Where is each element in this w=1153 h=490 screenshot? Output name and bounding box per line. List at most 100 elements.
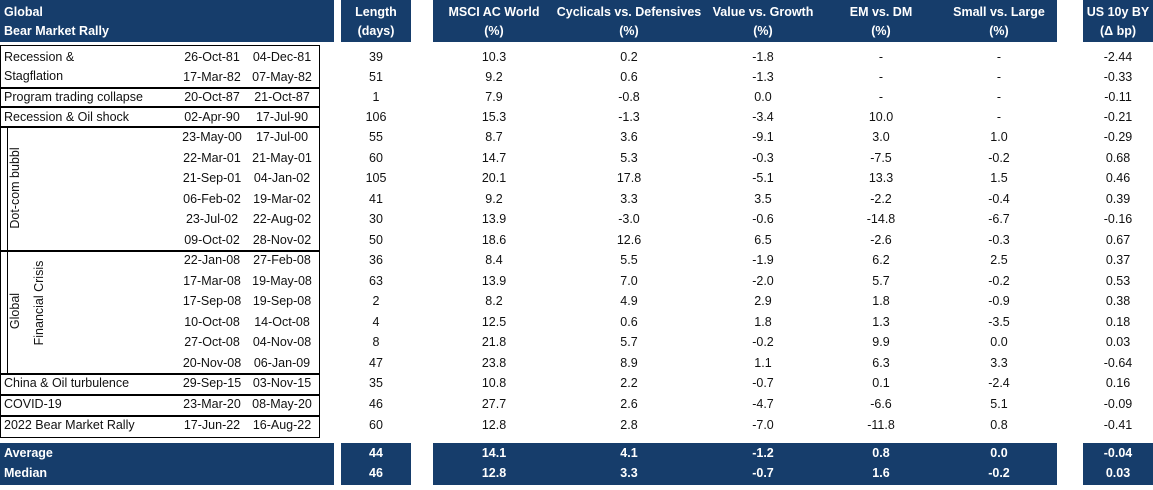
summary-length-band — [341, 443, 411, 485]
cell-val: 0.0 — [754, 90, 772, 104]
cell-cyc: 4.9 — [620, 294, 638, 308]
cell-small: 0.0 — [990, 335, 1008, 349]
cell-length: 41 — [369, 192, 383, 206]
cell-acwi: 8.7 — [485, 130, 503, 144]
summary-cell-em: 0.8 — [872, 446, 890, 460]
cell-cyc: 0.6 — [620, 315, 638, 329]
cell-bond: -0.09 — [1103, 397, 1133, 411]
cell-cyc: -0.8 — [618, 90, 640, 104]
cell-length: 106 — [365, 110, 387, 124]
summary-cell-small: 0.0 — [990, 446, 1008, 460]
cell-end: 27-Feb-08 — [253, 253, 311, 267]
divider-after-dotcom — [0, 250, 320, 252]
cell-bond: 0.68 — [1105, 151, 1131, 165]
cell-em: 10.0 — [868, 110, 894, 124]
cell-small: 2.5 — [990, 253, 1008, 267]
cell-acwi: 23.8 — [481, 356, 507, 370]
cyclicals-header-line2: (%) — [619, 24, 639, 38]
header-metrics-block: MSCI AC World (%) Cyclicals vs. Defensiv… — [433, 0, 1057, 42]
summary-cell-acwi: 14.1 — [481, 446, 507, 460]
summary-label-band — [0, 443, 334, 485]
row-label: COVID-19 — [4, 397, 62, 411]
group-label-recession-stagflation-2: Stagflation — [4, 69, 64, 83]
summary-bond-band — [1083, 443, 1153, 485]
cell-end: 03-Nov-15 — [252, 376, 312, 390]
summary-cell-length: 46 — [369, 466, 383, 480]
cell-em: 1.8 — [872, 294, 890, 308]
cell-small: - — [996, 110, 1002, 124]
cell-start: 22-Mar-01 — [183, 151, 241, 165]
cell-start: 20-Oct-87 — [184, 90, 240, 104]
cell-start: 23-Jul-02 — [185, 212, 239, 226]
cell-em: 3.0 — [872, 130, 890, 144]
cell-end: 21-May-01 — [252, 151, 312, 165]
cell-small: -0.2 — [988, 274, 1010, 288]
cell-length: 63 — [369, 274, 383, 288]
cell-em: 6.2 — [872, 253, 890, 267]
table-title-line2: Bear Market Rally — [4, 24, 109, 38]
cell-end: 17-Jul-90 — [255, 110, 309, 124]
cell-small: -0.2 — [988, 151, 1010, 165]
em-header-line1: EM vs. DM — [849, 5, 913, 19]
cell-bond: 0.03 — [1105, 335, 1131, 349]
cell-end: 17-Jul-00 — [255, 130, 309, 144]
cell-bond: 0.39 — [1105, 192, 1131, 206]
cell-em: - — [878, 70, 884, 84]
header-title-block: Global Bear Market Rally — [0, 0, 334, 42]
cell-cyc: 3.3 — [620, 192, 638, 206]
cell-small: - — [996, 90, 1002, 104]
summary-cell-em: 1.6 — [872, 466, 890, 480]
bond-header-line1: US 10y BY — [1086, 5, 1150, 19]
cell-start: 29-Sep-15 — [182, 376, 242, 390]
row-label: China & Oil turbulence — [4, 376, 130, 390]
table-title-line1: Global — [4, 5, 43, 19]
cell-length: 1 — [372, 90, 380, 104]
cell-small: 5.1 — [990, 397, 1008, 411]
cell-cyc: 17.8 — [616, 171, 642, 185]
cell-start: 02-Apr-90 — [184, 110, 240, 124]
cell-val: -4.7 — [752, 397, 774, 411]
cell-cyc: 5.7 — [620, 335, 638, 349]
cell-small: 3.3 — [990, 356, 1008, 370]
cell-start: 23-Mar-20 — [183, 397, 241, 411]
cell-end: 22-Aug-02 — [252, 212, 312, 226]
cell-length: 50 — [369, 233, 383, 247]
value-header-line2: (%) — [753, 24, 773, 38]
cell-small: 1.0 — [990, 130, 1008, 144]
summary-cell-bond: 0.03 — [1105, 466, 1131, 480]
cell-end: 14-Oct-08 — [254, 315, 310, 329]
summary-cell-cyc: 3.3 — [620, 466, 638, 480]
group-label-dotcom: Dot-com bubbl — [8, 147, 22, 229]
cell-em: -11.8 — [867, 418, 895, 432]
cell-val: -9.1 — [752, 130, 774, 144]
divider-after-covid — [0, 415, 320, 417]
cell-em: 9.9 — [872, 335, 890, 349]
cell-acwi: 10.8 — [481, 376, 507, 390]
summary-cell-bond: -0.04 — [1103, 446, 1133, 460]
cell-val: 1.8 — [754, 315, 772, 329]
cell-bond: -0.29 — [1103, 130, 1133, 144]
cell-val: -2.0 — [752, 274, 774, 288]
cell-length: 46 — [369, 397, 383, 411]
cell-em: - — [878, 90, 884, 104]
cell-val: -0.2 — [752, 335, 774, 349]
bond-header-line2: (Δ bp) — [1099, 24, 1137, 38]
cell-end: 06-Jan-09 — [253, 356, 311, 370]
cell-acwi: 21.8 — [481, 335, 507, 349]
cell-val: 3.5 — [754, 192, 772, 206]
cell-acwi: 7.9 — [485, 90, 503, 104]
cell-bond: -0.11 — [1104, 90, 1132, 104]
em-header-line2: (%) — [871, 24, 891, 38]
cell-bond: 0.37 — [1105, 253, 1131, 267]
cell-end: 04-Nov-08 — [252, 335, 312, 349]
cell-val: 2.9 — [754, 294, 772, 308]
cell-cyc: -3.0 — [618, 212, 640, 226]
cell-cyc: 7.0 — [620, 274, 638, 288]
cell-end: 19-Mar-02 — [253, 192, 311, 206]
cell-val: -1.8 — [752, 50, 774, 64]
cell-end: 16-Aug-22 — [252, 418, 312, 432]
cell-length: 47 — [369, 356, 383, 370]
cell-em: 1.3 — [872, 315, 890, 329]
cell-cyc: 3.6 — [620, 130, 638, 144]
cell-acwi: 27.7 — [481, 397, 507, 411]
